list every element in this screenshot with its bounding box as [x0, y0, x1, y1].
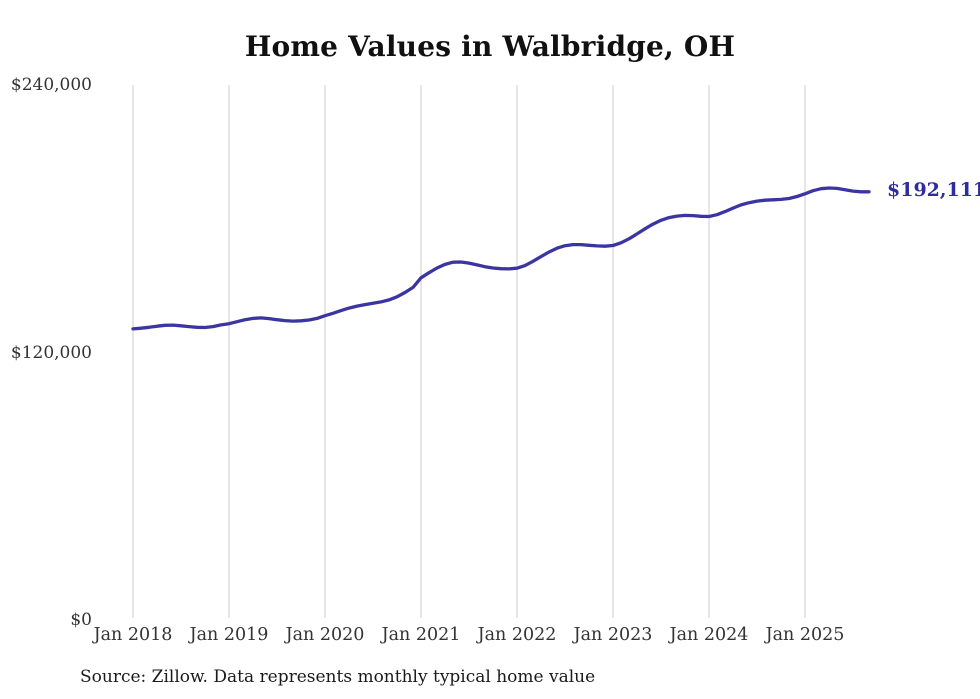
end-value-label: $192,111 [887, 178, 980, 201]
y-axis-label: $0 [70, 610, 92, 630]
x-axis-label: Jan 2023 [573, 625, 653, 645]
x-axis-label: Jan 2025 [765, 625, 845, 645]
x-axis-label: Jan 2019 [189, 625, 269, 645]
x-axis-label: Jan 2022 [477, 625, 557, 645]
value-line [131, 186, 871, 331]
x-axis-label: Jan 2018 [93, 625, 173, 645]
x-axis-label: Jan 2020 [285, 625, 365, 645]
y-axis-label: $240,000 [10, 75, 92, 95]
x-axis-label: Jan 2024 [669, 625, 749, 645]
chart-title: Home Values in Walbridge, OH [244, 30, 736, 63]
x-axis-label: Jan 2021 [381, 625, 461, 645]
y-axis-label: $120,000 [10, 342, 92, 363]
source-note: Source: Zillow. Data represents monthly … [80, 667, 596, 687]
